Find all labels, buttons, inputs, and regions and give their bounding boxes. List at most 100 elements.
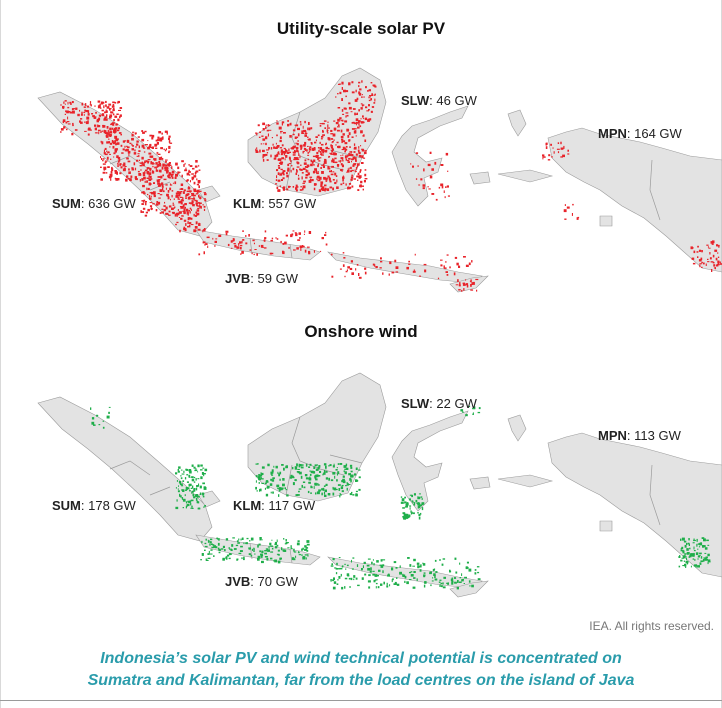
resource-cell bbox=[157, 201, 161, 205]
resource-cell bbox=[109, 114, 113, 117]
resource-cell bbox=[440, 259, 443, 261]
resource-cell bbox=[313, 250, 315, 253]
resource-cell bbox=[418, 184, 421, 186]
resource-cell bbox=[178, 217, 181, 218]
resource-cell bbox=[315, 155, 319, 158]
resource-cell bbox=[320, 167, 322, 169]
resource-cell bbox=[408, 516, 411, 518]
resource-cell bbox=[318, 489, 321, 492]
resource-cell bbox=[179, 493, 181, 497]
resource-cell bbox=[338, 488, 341, 491]
resource-cell bbox=[465, 414, 468, 417]
resource-cell bbox=[346, 482, 348, 485]
resource-cell bbox=[280, 149, 283, 153]
resource-cell bbox=[342, 140, 346, 143]
resource-cell bbox=[101, 141, 104, 145]
resource-cell bbox=[338, 160, 342, 162]
resource-cell bbox=[185, 193, 189, 197]
resource-cell bbox=[115, 148, 118, 151]
resource-cell bbox=[156, 165, 159, 168]
resource-cell bbox=[313, 183, 316, 186]
resource-cell bbox=[278, 494, 280, 497]
resource-cell bbox=[209, 553, 213, 555]
resource-cell bbox=[128, 153, 130, 156]
resource-cell bbox=[153, 192, 156, 195]
resource-cell bbox=[358, 85, 360, 88]
resource-cell bbox=[406, 581, 409, 585]
resource-cell bbox=[318, 484, 320, 486]
resource-cell bbox=[370, 98, 372, 101]
resource-cell bbox=[162, 164, 165, 167]
resource-cell bbox=[349, 586, 351, 588]
resource-cell bbox=[276, 175, 278, 179]
resource-cell bbox=[190, 502, 192, 506]
resource-cell bbox=[157, 193, 160, 195]
resource-cell bbox=[477, 411, 481, 414]
resource-cell bbox=[265, 548, 268, 550]
resource-cell bbox=[181, 215, 184, 217]
resource-cell bbox=[340, 573, 342, 577]
resource-cell bbox=[191, 176, 195, 180]
resource-cell bbox=[469, 585, 471, 587]
resource-cell bbox=[175, 192, 179, 195]
resource-cell bbox=[692, 262, 696, 265]
resource-cell bbox=[477, 578, 481, 581]
resource-cell bbox=[396, 577, 398, 579]
resource-cell bbox=[253, 253, 255, 256]
resource-cell bbox=[301, 147, 303, 149]
resource-cell bbox=[186, 179, 189, 181]
resource-cell bbox=[114, 170, 117, 172]
resource-cell bbox=[67, 106, 70, 109]
resource-cell bbox=[282, 187, 286, 190]
resource-cell bbox=[161, 211, 164, 214]
resource-cell bbox=[180, 201, 183, 205]
resource-cell bbox=[286, 494, 289, 497]
resource-cell bbox=[105, 114, 108, 117]
province-border bbox=[329, 149, 363, 159]
resource-cell bbox=[352, 156, 355, 160]
resource-cell bbox=[139, 179, 141, 182]
resource-cell bbox=[455, 571, 458, 574]
resource-cell bbox=[136, 159, 139, 162]
resource-cell bbox=[327, 124, 329, 128]
resource-cell bbox=[335, 175, 338, 177]
resource-cell bbox=[261, 466, 265, 469]
resource-cell bbox=[305, 176, 308, 179]
resource-cell bbox=[112, 123, 115, 126]
resource-cell bbox=[309, 476, 311, 478]
resource-cell bbox=[287, 163, 290, 167]
resource-cell bbox=[111, 127, 114, 130]
resource-cell bbox=[357, 121, 360, 124]
resource-cell bbox=[304, 120, 306, 124]
resource-cell bbox=[301, 554, 303, 556]
resource-cell bbox=[442, 558, 446, 560]
resource-cell bbox=[355, 479, 358, 482]
resource-cell bbox=[122, 168, 126, 172]
resource-cell bbox=[74, 129, 78, 131]
resource-cell bbox=[678, 556, 681, 558]
resource-cell bbox=[427, 163, 431, 167]
resource-cell bbox=[173, 198, 175, 200]
resource-cell bbox=[281, 487, 284, 490]
resource-cell bbox=[476, 566, 480, 568]
resource-cell bbox=[412, 565, 415, 567]
resource-cell bbox=[714, 249, 718, 252]
resource-cell bbox=[361, 105, 364, 107]
resource-cell bbox=[336, 467, 338, 469]
resource-cell bbox=[318, 176, 322, 180]
resource-cell bbox=[715, 257, 718, 261]
resource-cell bbox=[313, 466, 316, 469]
resource-cell bbox=[324, 150, 328, 153]
resource-cell bbox=[449, 266, 451, 269]
resource-cell bbox=[136, 143, 139, 146]
resource-cell bbox=[341, 87, 343, 90]
resource-cell bbox=[103, 152, 106, 155]
resource-cell bbox=[186, 469, 189, 471]
resource-cell bbox=[307, 154, 310, 156]
resource-cell bbox=[458, 265, 461, 268]
resource-cell bbox=[357, 179, 359, 181]
wind-panel-title: Onshore wind bbox=[304, 322, 418, 341]
resource-cell bbox=[372, 570, 375, 572]
resource-cell bbox=[382, 272, 384, 275]
resource-cell bbox=[394, 581, 397, 584]
